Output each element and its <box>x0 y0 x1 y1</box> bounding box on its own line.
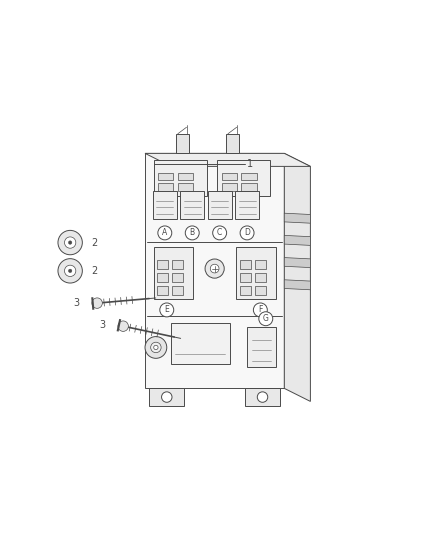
Bar <box>255 260 266 269</box>
Bar <box>158 183 173 191</box>
Circle shape <box>257 392 268 402</box>
Text: A: A <box>162 229 167 237</box>
Bar <box>217 160 270 196</box>
Bar <box>226 134 239 154</box>
Bar <box>173 286 184 295</box>
Bar <box>171 322 230 365</box>
Polygon shape <box>284 213 311 223</box>
Text: B: B <box>190 229 195 237</box>
Bar <box>235 191 259 219</box>
Bar <box>176 134 189 154</box>
Bar <box>247 327 276 367</box>
Circle shape <box>154 345 158 350</box>
Circle shape <box>151 342 161 353</box>
Bar <box>153 191 177 219</box>
Bar <box>180 191 204 219</box>
Bar <box>208 191 232 219</box>
Circle shape <box>253 303 267 317</box>
Bar <box>240 286 251 295</box>
Bar <box>245 389 280 406</box>
Circle shape <box>68 269 72 272</box>
Bar <box>222 173 237 180</box>
Circle shape <box>58 259 82 283</box>
Text: 3: 3 <box>74 298 80 309</box>
Circle shape <box>145 336 167 358</box>
Bar <box>237 247 276 299</box>
Bar <box>157 286 168 295</box>
Circle shape <box>118 321 128 332</box>
Polygon shape <box>284 280 311 290</box>
Bar <box>154 160 207 196</box>
Circle shape <box>259 312 273 326</box>
Text: 2: 2 <box>91 238 97 247</box>
Circle shape <box>58 230 82 255</box>
Circle shape <box>158 226 172 240</box>
Circle shape <box>210 264 219 273</box>
Bar <box>255 273 266 281</box>
Bar <box>178 183 193 191</box>
Bar <box>149 389 184 406</box>
Text: D: D <box>244 229 250 237</box>
Bar <box>241 183 257 191</box>
Bar <box>240 260 251 269</box>
Polygon shape <box>284 257 311 268</box>
Text: C: C <box>217 229 222 237</box>
Circle shape <box>213 226 226 240</box>
Circle shape <box>240 226 254 240</box>
Bar <box>255 286 266 295</box>
Polygon shape <box>284 154 311 401</box>
Text: 3: 3 <box>100 320 106 330</box>
Text: G: G <box>263 314 269 323</box>
Circle shape <box>160 303 174 317</box>
Bar <box>222 183 237 191</box>
Bar <box>145 154 284 389</box>
Text: E: E <box>164 305 169 314</box>
Text: 2: 2 <box>91 266 97 276</box>
Bar <box>240 273 251 281</box>
Circle shape <box>64 265 76 277</box>
Circle shape <box>205 259 224 278</box>
Bar <box>157 273 168 281</box>
Circle shape <box>92 298 102 308</box>
Circle shape <box>162 392 172 402</box>
Circle shape <box>64 237 76 248</box>
Bar <box>158 173 173 180</box>
Circle shape <box>185 226 199 240</box>
Bar <box>157 260 168 269</box>
Bar <box>154 247 193 299</box>
Bar <box>178 173 193 180</box>
Text: F: F <box>258 305 262 314</box>
Circle shape <box>68 241 72 244</box>
Bar <box>241 173 257 180</box>
Polygon shape <box>145 154 311 166</box>
Bar <box>173 273 184 281</box>
Bar <box>173 260 184 269</box>
Text: 1: 1 <box>247 159 254 169</box>
Polygon shape <box>284 236 311 245</box>
